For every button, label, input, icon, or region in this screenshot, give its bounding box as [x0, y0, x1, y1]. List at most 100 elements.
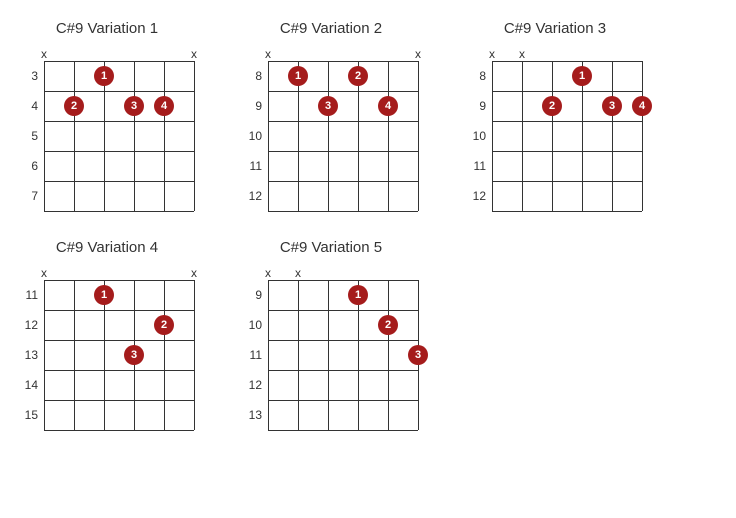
fret-line	[44, 211, 194, 212]
string-line	[612, 61, 613, 211]
mute-marker: x	[295, 266, 301, 280]
fret-label: 15	[20, 400, 38, 430]
finger-dot: 3	[124, 96, 144, 116]
fret-line	[268, 340, 418, 341]
chord-diagram: C#9 Variation 2xx891011121234	[244, 20, 418, 211]
board-wrap: 345671234	[20, 61, 194, 211]
mute-row: xx	[492, 47, 642, 61]
fret-line	[492, 121, 642, 122]
fretboard: 123	[268, 280, 418, 430]
fret-line	[268, 121, 418, 122]
fret-line	[492, 181, 642, 182]
fret-line	[492, 211, 642, 212]
mute-marker: x	[265, 266, 271, 280]
fret-label: 10	[244, 121, 262, 151]
fret-line	[268, 430, 418, 431]
fret-label: 14	[20, 370, 38, 400]
fret-line	[44, 151, 194, 152]
string-line	[194, 280, 195, 430]
mute-marker: x	[415, 47, 421, 61]
fret-line	[268, 280, 418, 281]
finger-dot: 3	[408, 345, 428, 365]
finger-dot: 1	[572, 66, 592, 86]
fret-label: 8	[468, 61, 486, 91]
mute-marker: x	[41, 266, 47, 280]
fret-label: 12	[244, 370, 262, 400]
fret-label: 12	[468, 181, 486, 211]
board-wrap: 891011121234	[468, 61, 642, 211]
finger-dot: 4	[632, 96, 652, 116]
fret-label: 9	[468, 91, 486, 121]
finger-dot: 4	[154, 96, 174, 116]
finger-dot: 1	[94, 66, 114, 86]
fret-label: 8	[244, 61, 262, 91]
fretboard: 1 23	[44, 280, 194, 430]
string-line	[552, 61, 553, 211]
string-line	[418, 61, 419, 211]
chord-title: C#9 Variation 4	[56, 239, 158, 256]
mute-marker: x	[191, 266, 197, 280]
string-line	[492, 61, 493, 211]
string-line	[268, 61, 269, 211]
mute-row: xx	[44, 266, 194, 280]
chord-diagram: C#9 Variation 3xx891011121234	[468, 20, 642, 211]
mute-row: xx	[268, 266, 418, 280]
board-wrap: 1112131415 1 23	[20, 280, 194, 430]
mute-marker: x	[41, 47, 47, 61]
fret-labels: 89101112	[468, 61, 492, 211]
finger-dot: 3	[124, 345, 144, 365]
fret-line	[268, 370, 418, 371]
fret-line	[44, 310, 194, 311]
fret-line	[44, 181, 194, 182]
finger-dot: 2	[154, 315, 174, 335]
chord-title: C#9 Variation 5	[280, 239, 382, 256]
fret-line	[492, 91, 642, 92]
mute-marker: x	[265, 47, 271, 61]
fret-label: 10	[244, 310, 262, 340]
fret-labels: 1112131415	[20, 280, 44, 430]
fret-line	[268, 310, 418, 311]
string-line	[164, 280, 165, 430]
fretboard: 1234	[268, 61, 418, 211]
fret-label: 9	[244, 91, 262, 121]
fretboard: 12 34	[44, 61, 194, 211]
string-line	[328, 280, 329, 430]
mute-marker: x	[489, 47, 495, 61]
finger-dot: 2	[542, 96, 562, 116]
string-line	[74, 280, 75, 430]
fret-line	[44, 61, 194, 62]
chord-title: C#9 Variation 1	[56, 20, 158, 37]
fretboard: 1234	[492, 61, 642, 211]
fret-line	[492, 151, 642, 152]
fret-label: 9	[244, 280, 262, 310]
finger-dot: 2	[64, 96, 84, 116]
fret-line	[44, 280, 194, 281]
finger-dot: 2	[348, 66, 368, 86]
finger-dot: 2	[378, 315, 398, 335]
fret-line	[44, 121, 194, 122]
fret-label: 11	[20, 280, 38, 310]
fret-label: 11	[468, 151, 486, 181]
fret-label: 11	[244, 151, 262, 181]
chord-title: C#9 Variation 3	[504, 20, 606, 37]
finger-dot: 3	[602, 96, 622, 116]
finger-dot: 3	[318, 96, 338, 116]
chord-diagram: C#9 Variation 5xx910111213123	[244, 239, 418, 430]
fret-line	[268, 151, 418, 152]
fret-label: 10	[468, 121, 486, 151]
fret-label: 11	[244, 340, 262, 370]
string-line	[44, 61, 45, 211]
fret-line	[268, 61, 418, 62]
chord-diagram: C#9 Variation 4xx1112131415123	[20, 239, 194, 430]
mute-row: xx	[44, 47, 194, 61]
finger-dot: 1	[348, 285, 368, 305]
fret-line	[268, 400, 418, 401]
string-line	[134, 61, 135, 211]
fret-label: 12	[244, 181, 262, 211]
string-line	[298, 280, 299, 430]
fret-line	[268, 181, 418, 182]
chord-title: C#9 Variation 2	[280, 20, 382, 37]
mute-row: xx	[268, 47, 418, 61]
finger-dot: 1	[94, 285, 114, 305]
string-line	[194, 61, 195, 211]
